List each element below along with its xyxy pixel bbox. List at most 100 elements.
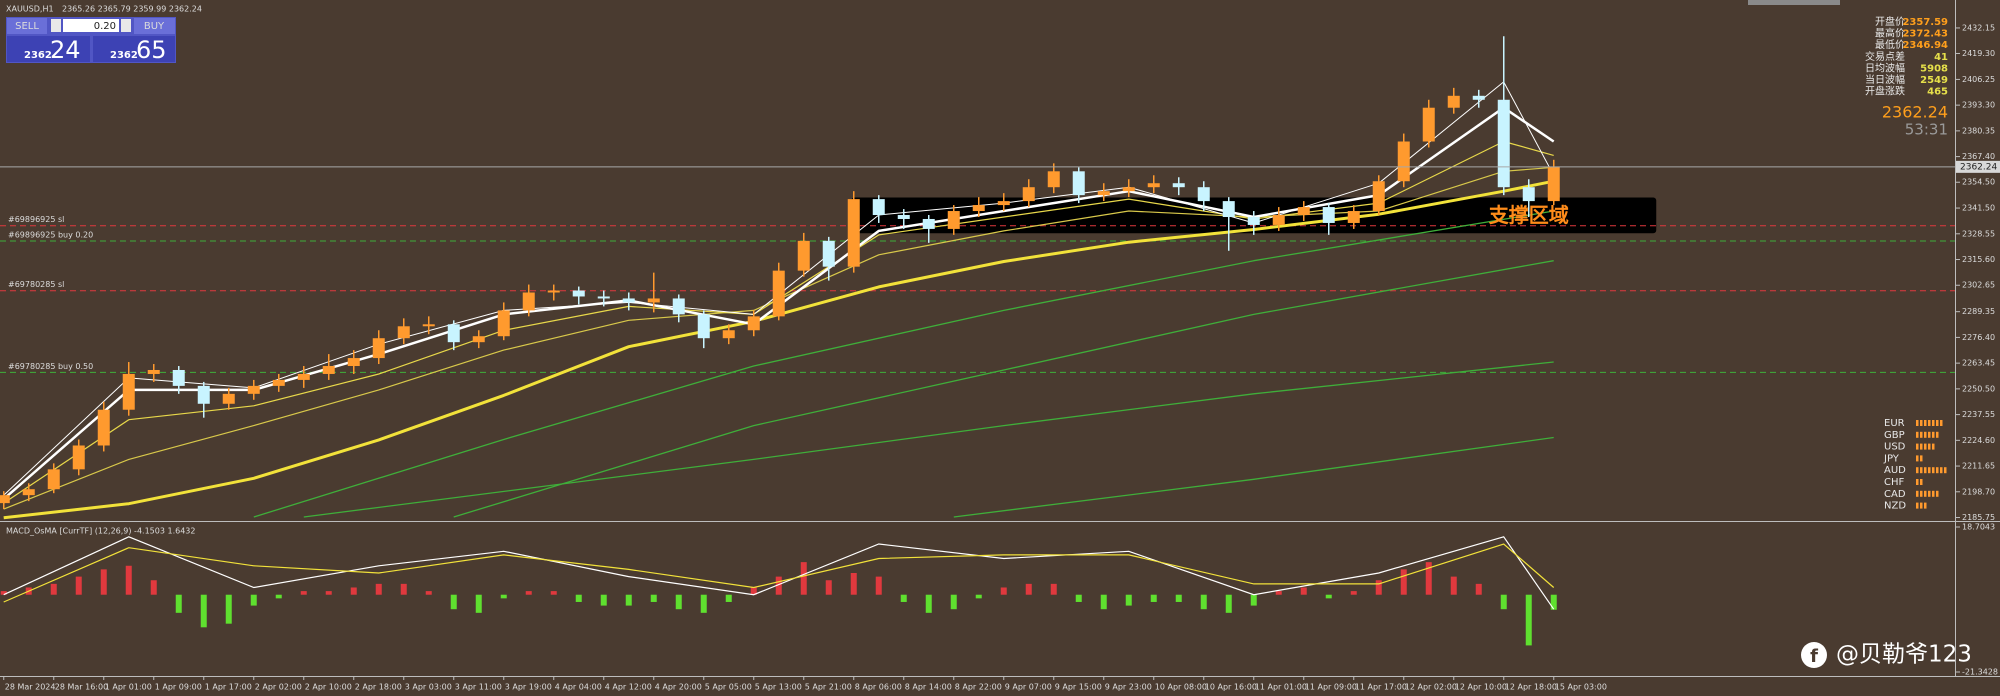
price-tag — [1956, 160, 2000, 173]
candle-body — [647, 298, 660, 303]
candle-body — [97, 409, 110, 446]
candle-body — [572, 290, 585, 297]
buy-button[interactable] — [134, 18, 175, 34]
info-value: 2549 — [1920, 75, 1948, 86]
moving-average — [953, 436, 1554, 518]
y-tick-label: 2224.60 — [1962, 436, 1995, 445]
y-tick-label: 2419.30 — [1962, 49, 1995, 58]
watermark: f @贝勒爷123 — [1801, 642, 1972, 668]
macd-bar — [250, 594, 257, 606]
x-tick-label: 9 Apr 15:00 — [1055, 683, 1102, 692]
candle-body — [1097, 191, 1110, 196]
x-tick-label: 11 Apr 01:00 — [1255, 683, 1307, 692]
candle-body — [522, 292, 535, 311]
candle-body — [1122, 187, 1135, 192]
trade-panel: SELL 0.20 BUY 2362 24 2362 65 — [6, 17, 176, 64]
macd-bar — [350, 587, 357, 595]
info-value: 465 — [1927, 87, 1948, 98]
macd-bar — [1250, 594, 1257, 606]
candle-body — [997, 201, 1010, 206]
x-tick-label: 2 Apr 18:00 — [355, 683, 402, 692]
macd-bar — [100, 569, 107, 595]
x-tick-label: 5 Apr 05:00 — [705, 683, 752, 692]
info-value: 5908 — [1920, 63, 1948, 74]
macd-bar — [925, 594, 932, 613]
macd-bar — [750, 587, 757, 595]
candle-body — [47, 469, 60, 490]
macd-bar — [125, 565, 132, 595]
x-tick-label: 2 Apr 02:00 — [255, 683, 302, 692]
candle-body — [422, 324, 435, 327]
bid-head: 2362 — [24, 50, 52, 61]
x-tick-label: 12 Apr 10:00 — [1455, 683, 1507, 692]
candle-body — [747, 316, 760, 331]
macd-bar — [1475, 583, 1482, 595]
lot-up[interactable] — [121, 19, 131, 32]
macd-bar — [1150, 594, 1157, 602]
candle-body — [972, 205, 985, 212]
x-tick-label: 8 Apr 22:00 — [955, 683, 1002, 692]
moving-average — [3, 140, 1554, 504]
candle-body — [1297, 207, 1310, 216]
candle-body — [922, 218, 935, 229]
lot-value[interactable]: 0.20 — [94, 21, 116, 32]
macd-line — [3, 543, 1555, 603]
macd-bar — [1550, 594, 1557, 610]
order-level-label: #69780285 buy 0.50 — [8, 362, 93, 371]
order-level-label: #69896925 sl — [8, 215, 64, 224]
x-tick-label: 10 Apr 08:00 — [1155, 683, 1207, 692]
macd-bar — [1000, 587, 1007, 595]
macd-bar — [175, 594, 182, 613]
x-tick-label: 28 Mar 16:00 — [55, 683, 108, 692]
macd-bar — [300, 591, 307, 595]
candle-body — [222, 393, 235, 404]
x-tick-label: 1 Apr 01:00 — [105, 683, 152, 692]
x-tick-label: 12 Apr 02:00 — [1405, 683, 1457, 692]
x-tick-label: 11 Apr 09:00 — [1305, 683, 1357, 692]
x-tick-label: 8 Apr 06:00 — [855, 683, 902, 692]
x-tick-label: 4 Apr 20:00 — [655, 683, 702, 692]
macd-bar — [1275, 591, 1282, 595]
currency-label: USD — [1884, 442, 1906, 453]
macd-title: MACD_OsMA [CurrTF] (12,26,9) -4.1503 1.6… — [6, 527, 195, 536]
lot-input[interactable] — [63, 19, 119, 32]
info-label: 开盘价 — [1875, 15, 1905, 28]
y-tick-label: -21.3428 — [1962, 668, 1998, 677]
ask-tail: 65 — [136, 36, 167, 64]
x-tick-label: 4 Apr 12:00 — [605, 683, 652, 692]
currency-label: NZD — [1884, 501, 1906, 512]
currency-label: EUR — [1884, 418, 1905, 429]
macd-bar — [1025, 583, 1032, 595]
macd-bar — [200, 594, 207, 628]
macd-bar — [600, 594, 607, 606]
sell-price-box[interactable] — [7, 36, 90, 62]
candle-body — [172, 369, 185, 386]
macd-bar — [50, 583, 57, 595]
macd-bar — [75, 576, 82, 595]
y-tick-label: 2289.35 — [1962, 307, 1995, 316]
x-tick-label: 3 Apr 03:00 — [405, 683, 452, 692]
candle-body — [722, 330, 735, 339]
buy-price-box[interactable] — [93, 36, 175, 62]
order-level-label: #69780285 sl — [8, 280, 64, 289]
y-tick-label: 2198.70 — [1962, 487, 1995, 496]
x-tick-label: 9 Apr 07:00 — [1005, 683, 1052, 692]
macd-bar — [1325, 594, 1332, 599]
macd-bar — [850, 572, 857, 595]
candle-body — [297, 373, 310, 380]
candle-body — [1372, 181, 1385, 212]
moving-average — [303, 361, 1554, 518]
candle-body — [1497, 99, 1510, 188]
lot-down[interactable] — [51, 19, 61, 32]
currency-strength-bar — [1916, 431, 1940, 438]
info-value: 41 — [1934, 52, 1948, 63]
bid-tail: 24 — [50, 36, 81, 64]
sell-label[interactable]: SELL — [15, 21, 39, 32]
macd-bar — [700, 594, 707, 613]
buy-label[interactable]: BUY — [144, 21, 165, 32]
x-tick-label: 1 Apr 09:00 — [155, 683, 202, 692]
candle-body — [372, 338, 385, 359]
sell-button[interactable] — [7, 18, 47, 34]
